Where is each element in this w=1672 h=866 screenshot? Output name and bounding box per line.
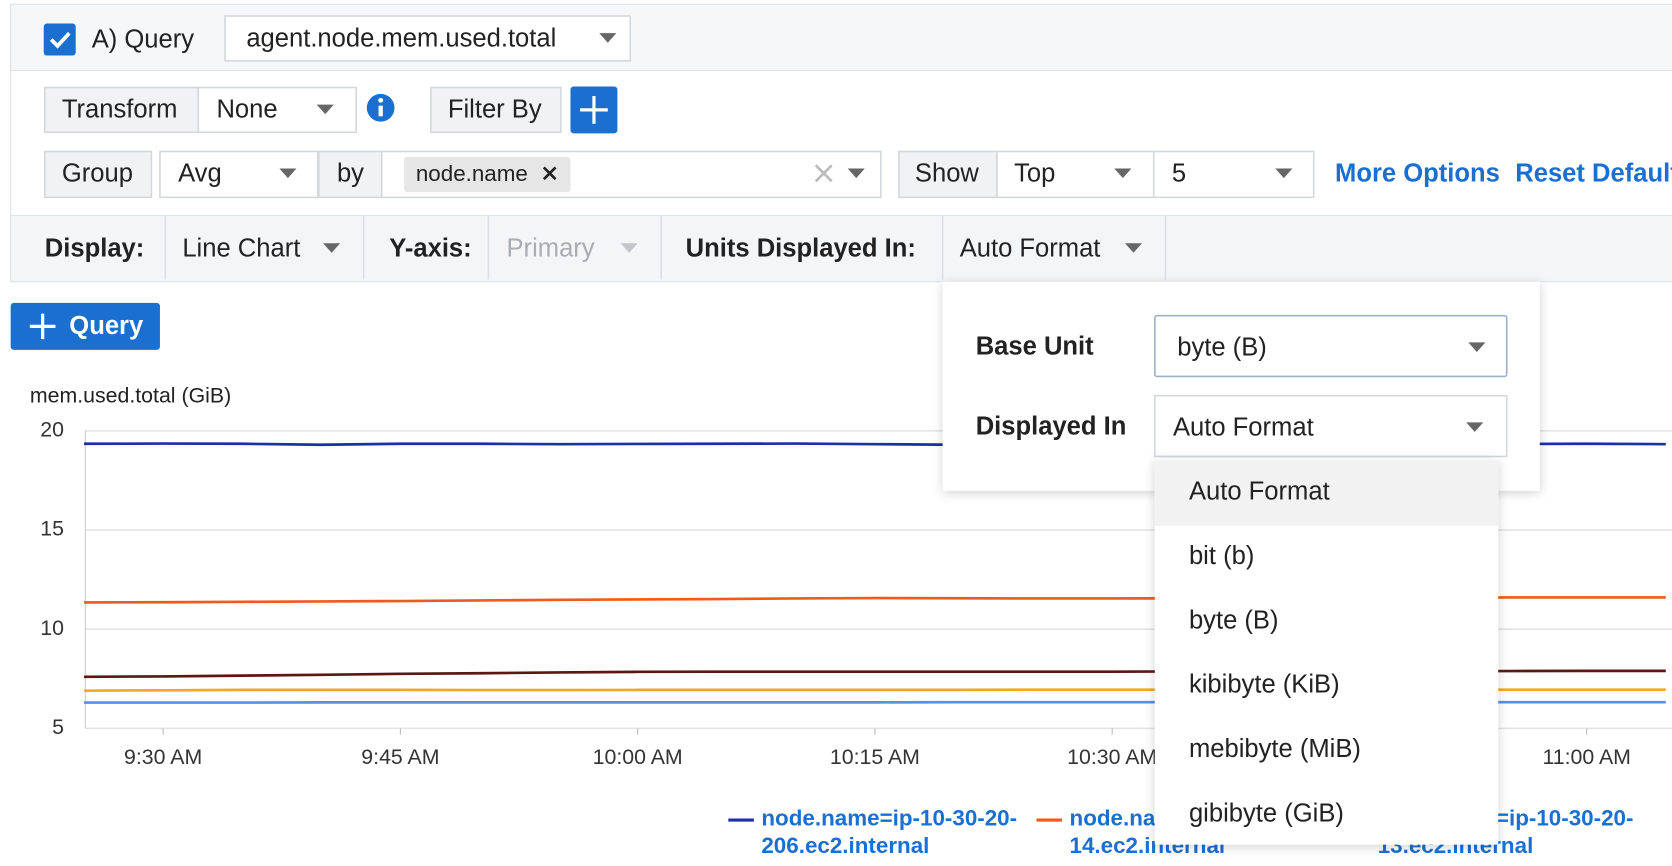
highlighted-option [1154,459,1499,526]
group-label-box [43,150,153,199]
y-tick-label: 15 [40,517,64,541]
y-axis-title: mem.used.total (GiB) [30,383,231,407]
caret [316,104,334,115]
y-tick-label: 20 [40,417,64,441]
x-tick-label: 9:30 AM [124,745,202,769]
transform-label: Transform [62,96,178,124]
y-tick-label: 10 [40,616,64,640]
x-tick-label: 10:15 AM [830,745,920,769]
caret [1468,342,1486,352]
query-label: A) Query [92,25,195,53]
order-select[interactable] [996,150,1155,199]
units-value[interactable]: Auto Format [960,234,1101,262]
show-label: Show [915,160,980,188]
transform-select[interactable] [197,86,357,134]
legend-entry: node.name=ip-10-30-20-206.ec2.internal [761,806,1018,859]
more-options-link[interactable]: More Options [1335,160,1500,188]
display-label: Display: [45,234,145,262]
legend-label[interactable]: node.name=ip-10-30-20-206.ec2.internal [761,806,1018,859]
caret [279,168,297,179]
tag-value: node.name [416,161,528,186]
reset-defaults-link[interactable]: Reset Defaults [1515,160,1672,188]
metric-value: agent.node.mem.used.total [246,24,556,52]
tag-chip [404,156,571,193]
count-value: 5 [1172,160,1186,188]
options: Auto Format bit (b) byte (B) kibibyte (KiB)… [1189,477,1361,827]
yaxis-value: Primary [507,234,595,262]
display-value[interactable]: Line Chart [182,234,300,262]
unit-option[interactable]: bit (b) [1189,542,1254,570]
unit-option[interactable]: byte (B) [1189,606,1279,634]
check-icon [49,31,71,49]
x-tick-label: 10:00 AM [593,745,683,769]
filter-box [429,86,562,134]
info-glyph [378,97,384,103]
caret [599,33,617,43]
displayed-in-label: Displayed In [976,412,1127,440]
caret [1114,168,1132,179]
caret [1124,243,1143,253]
plus-icon [580,96,608,124]
show-label-box [898,150,998,199]
clear-button[interactable] [814,164,833,183]
unit-option[interactable]: Auto Format [1189,477,1330,505]
aggregation-select[interactable] [159,150,319,199]
caret [847,168,865,179]
plus-icon [29,313,56,340]
displayed-in-select[interactable] [1154,394,1508,458]
metric-select[interactable] [224,15,631,62]
checkbox[interactable] [43,23,76,56]
caret [1275,168,1293,179]
displayed-in-value: Auto Format [1173,414,1314,442]
order-value: Top [1014,160,1055,188]
unit-option[interactable]: mebibyte (MiB) [1189,735,1361,763]
remove-tag[interactable] [542,166,557,181]
transform-value: None [216,96,277,124]
caret [1466,422,1484,432]
dividers [164,215,1167,280]
add-query-label: Query [69,312,144,340]
unit-option[interactable]: gibibyte (GiB) [1189,800,1344,828]
y-tick-label: 5 [52,715,64,739]
by-label: by [337,160,364,188]
base-unit-value: byte (B) [1177,334,1267,362]
caret [323,243,341,253]
caret [620,243,638,253]
x-tick-label: 9:45 AM [361,745,439,769]
base-unit-select[interactable] [1154,314,1508,378]
aggregation-value: Avg [178,160,222,188]
transform-label-box [43,86,200,134]
units-label: Units Displayed In: [686,234,916,262]
display-bar [10,214,1672,283]
group-label: Group [62,160,133,188]
x-tick-label: 10:30 AM [1067,745,1157,769]
info-glyph [378,105,383,117]
base-unit-label: Base Unit [976,332,1094,360]
yaxis-label: Y-axis: [389,234,471,262]
add-query-button[interactable] [10,302,160,350]
unit-option[interactable]: kibibyte (KiB) [1189,671,1340,699]
x-tick-label: 11:00 AM [1542,745,1630,769]
filter-label: Filter By [448,96,542,124]
